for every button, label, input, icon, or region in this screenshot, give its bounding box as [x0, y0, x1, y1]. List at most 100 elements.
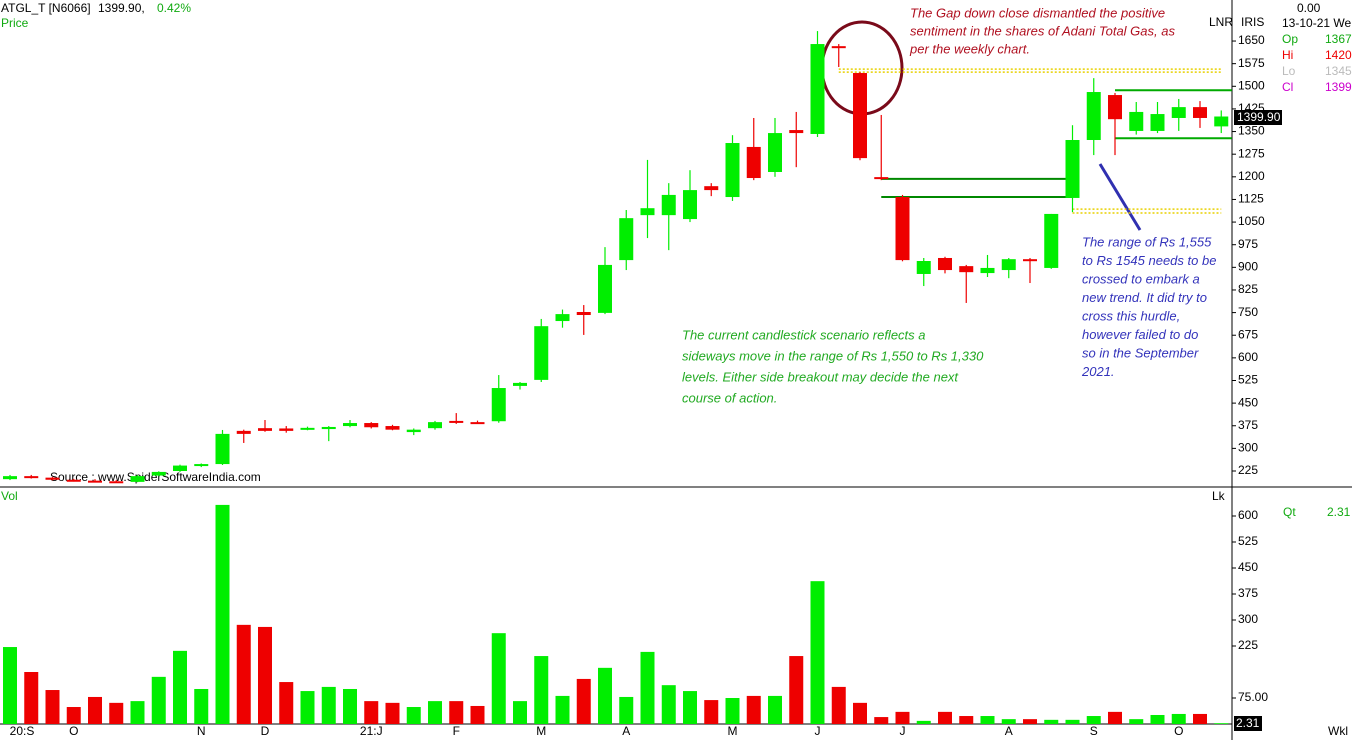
x-tick-label: O [69, 724, 78, 738]
volume-bar [555, 695, 570, 724]
y-tick-label: 825 [1238, 282, 1258, 296]
volume-bar [619, 696, 634, 724]
volume-bar [1023, 719, 1037, 724]
vol-tag-box [1234, 716, 1262, 731]
volume-bar [1129, 719, 1144, 724]
candle-body [406, 429, 421, 433]
volume-bar [109, 702, 124, 724]
annotation: new trend. It did try to [1082, 290, 1207, 305]
candle-body [343, 423, 357, 427]
x-tick-label: J [815, 724, 821, 738]
y-tick-label: 450 [1238, 395, 1258, 409]
volume-bar [853, 702, 867, 724]
x-tick-label: J [900, 724, 906, 738]
x-tick-label: M [536, 724, 546, 738]
period: Wkl [1328, 724, 1348, 738]
candle-body [3, 476, 17, 480]
volume-bar [810, 581, 825, 724]
candle-body [768, 133, 782, 172]
candle-body [88, 480, 102, 483]
y-tick-label: 300 [1238, 612, 1258, 626]
y-tick-label: 900 [1238, 260, 1258, 274]
y-tick-label: 1650 [1238, 33, 1265, 47]
candle-body [916, 261, 931, 274]
annotation: The current candlestick scenario reflect… [682, 327, 926, 342]
candle-body [1086, 92, 1101, 141]
volume-bar [236, 624, 251, 724]
y-tick-label: 525 [1238, 534, 1258, 548]
annotation: course of action. [682, 390, 777, 405]
volume-bar [959, 716, 974, 724]
x-tick-label: A [1005, 724, 1013, 738]
top-value: 0.00 [1297, 1, 1321, 15]
candle-body [24, 476, 39, 479]
candle-body [810, 44, 825, 134]
volume-bar [1150, 714, 1165, 724]
candle-body [555, 314, 570, 322]
annotation: sentiment in the shares of Adani Total G… [910, 23, 1175, 38]
candle-body [683, 190, 697, 220]
volume-bar [1193, 713, 1207, 724]
volume-bar [831, 686, 846, 724]
candle-body [1044, 213, 1059, 268]
volume-bar [321, 686, 336, 724]
volume-bar [194, 688, 209, 724]
candle-body [789, 130, 804, 134]
annotation: to Rs 1545 needs to be [1082, 253, 1216, 268]
candle-body [534, 326, 549, 380]
vol-unit: Lk [1212, 489, 1226, 503]
candle-body [853, 73, 867, 159]
y-tick-label: 1050 [1238, 214, 1265, 228]
y-tick-label: 225 [1238, 463, 1258, 477]
source: Source : www.SpiderSoftwareIndia.com [50, 470, 261, 484]
volume-bar [576, 678, 591, 724]
y-tick-label: 525 [1238, 373, 1258, 387]
price-tag: 1399.90 [1237, 110, 1281, 124]
x-tick-label: S [1090, 724, 1098, 738]
y-tick-label: 1275 [1238, 146, 1265, 160]
candle-body [385, 426, 400, 430]
volume-bar [1171, 713, 1186, 724]
y-tick-label: 675 [1238, 327, 1258, 341]
x-tick-label: 21:J [360, 724, 383, 738]
x-tick-label: D [261, 724, 270, 738]
y-tick-label: 1575 [1238, 56, 1265, 70]
lnr-label: LNR [1209, 15, 1233, 29]
volume-bar [768, 695, 782, 724]
annotation: so in the September [1082, 345, 1199, 360]
candle-body [938, 257, 952, 271]
symbol: ATGL_T [N6066] [1, 1, 91, 15]
annotation: The Gap down close dismantled the positi… [910, 5, 1165, 20]
volume-bar [385, 702, 400, 724]
volume-bar [725, 698, 740, 724]
candle-body [1108, 95, 1122, 120]
volume-bar [1001, 719, 1016, 724]
volume-bar [789, 656, 804, 724]
candle-body [895, 197, 910, 261]
change: 0.42% [157, 1, 191, 15]
candle-body [109, 481, 124, 484]
x-tick-label: M [728, 724, 738, 738]
y-tick-label: 1350 [1238, 124, 1265, 138]
ohlc-label: Hi [1282, 48, 1293, 62]
candle-body [640, 208, 655, 216]
volume-bar [215, 504, 230, 724]
y-tick-label: 750 [1238, 305, 1258, 319]
y-tick-label: 1125 [1238, 192, 1264, 206]
y-tick-label: 75.00 [1238, 690, 1268, 704]
candle-body [194, 464, 209, 467]
candle-body [980, 267, 995, 274]
volume-bar [24, 672, 39, 724]
volume-bar [746, 695, 761, 724]
annotation: levels. Either side breakout may decide … [682, 369, 959, 384]
candle-body [173, 465, 187, 472]
y-tick-label: 1500 [1238, 78, 1265, 92]
ohlc-label: Op [1282, 32, 1298, 46]
volume-bar [704, 700, 719, 724]
annotation: per the weekly chart. [909, 41, 1030, 56]
annotation: 2021. [1081, 364, 1115, 379]
volume-bar [88, 696, 102, 724]
volume-bar [895, 711, 910, 724]
candle-body [1193, 107, 1207, 118]
last-price: 1399.90, [98, 1, 145, 15]
